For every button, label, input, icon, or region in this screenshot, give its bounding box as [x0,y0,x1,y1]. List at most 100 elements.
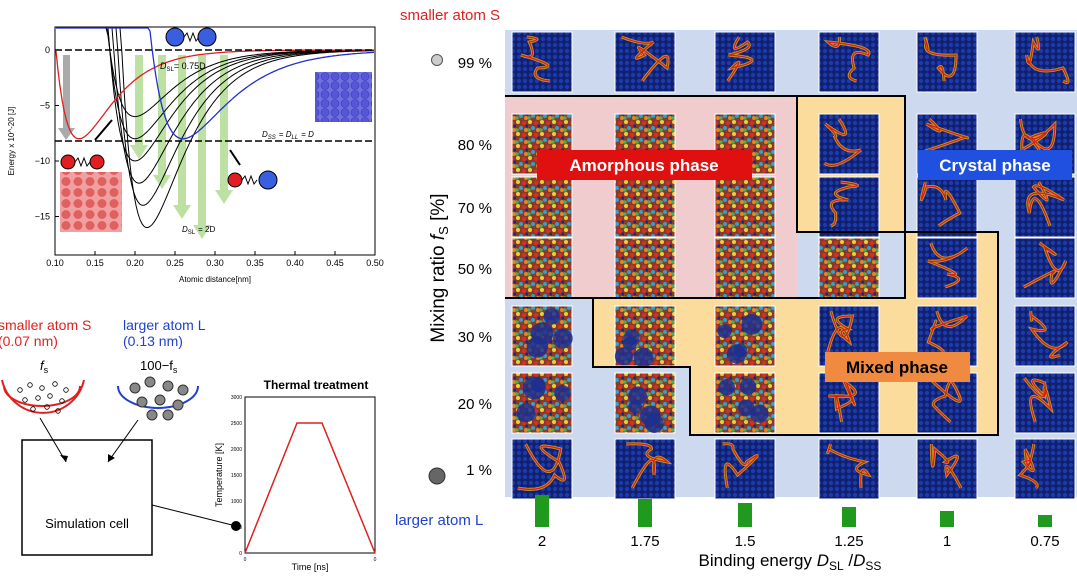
pointer [229,149,241,166]
snapshot-domain [552,328,573,349]
snapshot-domain [554,385,571,402]
snapshot-domain [623,329,640,346]
phase-boundary [505,95,906,299]
energy-plot: DSL= 0.75D DSS = DLL = D DSL = 2D Energy x … [7,26,384,284]
arrow [178,55,186,205]
annotation-text: = 2D [198,225,215,234]
row-label: 80 % [458,137,492,154]
arrow-head [130,145,148,159]
snapshot [511,237,573,299]
small-atoms [17,381,69,414]
y-tick-label: −5 [40,101,50,111]
row-label: 1 % [466,462,492,479]
snapshot [714,31,776,93]
column-label: 1.5 [735,533,756,550]
column-label: 1.25 [834,533,863,550]
subscript: LL [291,135,298,141]
energy-bar [638,499,652,527]
grain-boundary [826,36,870,82]
x-tick-label: 0.25 [166,258,184,268]
grain-boundary [1023,242,1067,288]
phase-label: Amorphous phase [569,156,718,175]
grain-boundary [1018,443,1038,489]
grain-boundary [1027,181,1065,227]
grain-boundary [520,36,550,82]
x-tick-label: 0.35 [246,258,264,268]
snapshot-domain [516,403,536,423]
phase-label-box [537,150,752,180]
grain-boundary [923,310,968,356]
phase-label: Crystal phase [939,156,1051,175]
grain-boundary [727,36,753,82]
snapshot [614,237,676,299]
axis-label: Mixing ratio fS [%] [428,193,453,342]
x-tick-label: 0 [374,557,377,563]
size-marker [428,467,446,485]
cell-label: Simulation cell [45,516,129,531]
y-tick-label: 500 [234,525,243,531]
row-label: 50 % [458,261,492,278]
snapshot-domain [739,378,757,395]
row-label: 99 % [458,55,492,72]
x-tick-label: 0.20 [126,258,144,268]
snapshot [818,113,880,175]
snapshot [511,176,573,238]
temperature-profile [244,422,376,554]
snapshot [916,372,978,434]
arrow-head [193,225,211,239]
container [117,385,199,409]
lattice [60,172,122,232]
y-tick-label: 0 [239,551,242,557]
atom-size: (0.13 nm) [123,333,183,349]
subscript: SS [865,559,881,573]
subscript: s [44,365,49,375]
large-atoms [129,376,189,421]
annotation-text: = [279,130,286,139]
snapshot-domain [522,376,546,400]
grain-boundary [924,36,957,82]
molecule [165,27,217,47]
grain-boundary [826,310,854,356]
energy-bar [1038,515,1052,527]
axis-label: Temperature [K] [214,443,224,507]
arrow [220,55,228,190]
plot-title: Thermal treatment [264,378,369,392]
snapshot-domain [633,347,654,368]
atom-label: larger atom L [123,317,206,333]
snapshot [1014,305,1076,367]
snapshot-domain [543,308,560,325]
snapshot-domain [644,413,664,433]
pointer [94,119,113,141]
symbol: 100−f [140,358,173,373]
symbol: D [182,225,188,234]
y-tick-label: −10 [35,156,50,166]
axis-label: Time [ns] [292,562,329,572]
snapshot [614,176,676,238]
row-label: 20 % [458,396,492,413]
y-tick-label: 1500 [231,473,242,479]
axis-label: Atomic distance[nm] [179,275,251,284]
symbol: D [817,551,829,570]
grain-boundary [830,181,858,227]
snapshot-domain [530,322,554,345]
mixed-region [593,232,998,435]
grain-boundary [823,118,862,166]
grain-boundary [930,443,962,489]
snapshot-domain [741,313,763,335]
x-tick-label: 0.40 [286,258,304,268]
x-tick-label: 0.50 [366,258,384,268]
x-tick-label: 0 [244,557,247,563]
label-text: Mixing ratio [428,245,449,342]
phase-label-box [918,150,1072,180]
column-label: 2 [538,533,546,550]
connector [151,504,237,527]
y-tick-label: −15 [35,212,50,222]
snapshot-domain [614,347,634,366]
snapshot-domain [737,399,755,417]
x-tick-label: 0.45 [326,258,344,268]
arrow [198,55,206,225]
snapshot [714,176,776,238]
snapshot [1014,176,1076,238]
fraction: fs [40,358,49,375]
